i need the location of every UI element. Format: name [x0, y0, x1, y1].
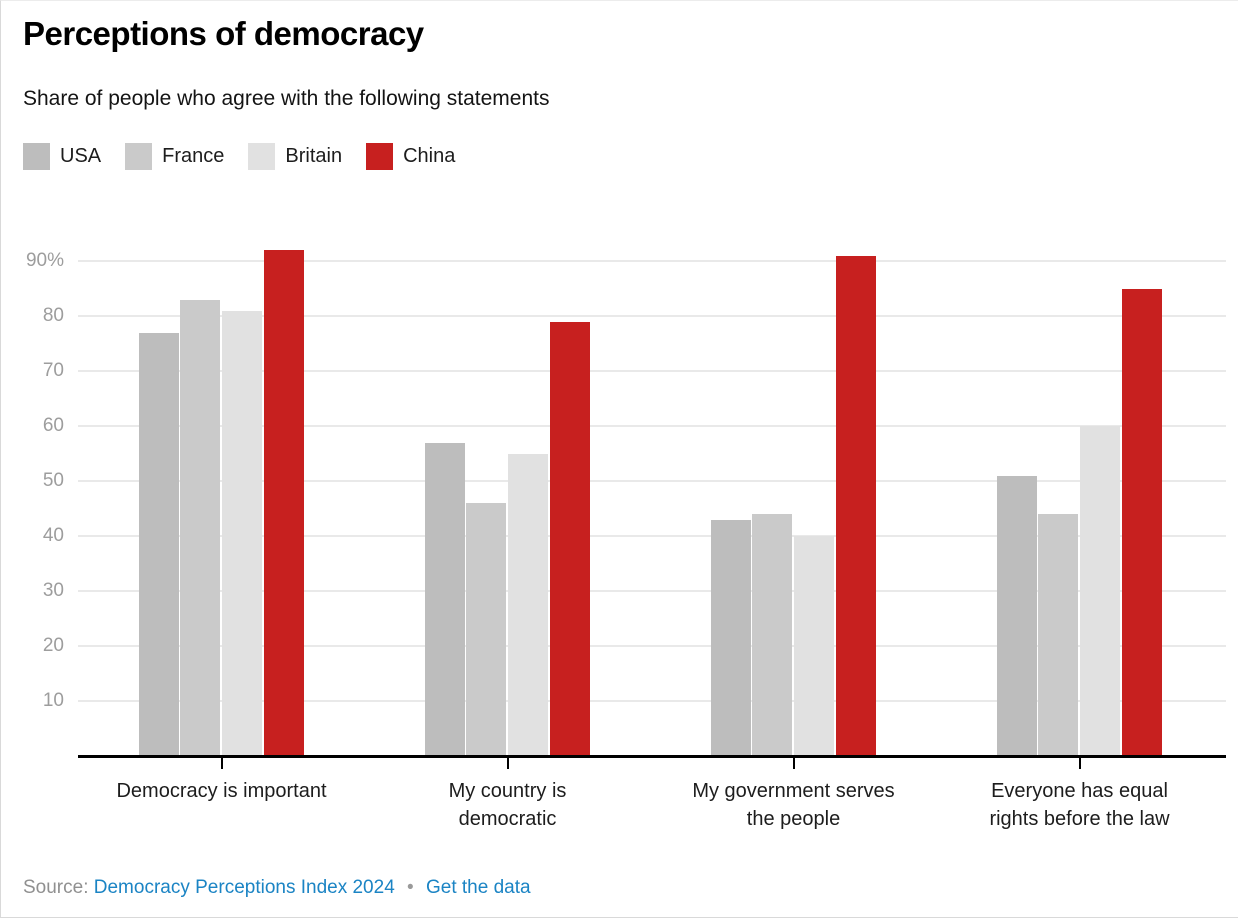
bar-usa-group2: [425, 442, 465, 756]
x-axis-line: [78, 755, 1226, 758]
legend: USA France Britain China: [23, 143, 479, 170]
get-the-data-link[interactable]: Get the data: [425, 877, 531, 898]
category-label-group1: Democracy is important: [116, 780, 327, 802]
y-axis-tick-label: 70: [42, 360, 64, 381]
legend-label: China: [403, 145, 456, 167]
legend-label: Britain: [285, 145, 343, 167]
x-axis-tick: [220, 758, 223, 769]
gridline-20: [78, 645, 1226, 647]
legend-item-france: France: [125, 143, 224, 170]
bar-usa-group4: [997, 475, 1037, 756]
x-axis-tick: [1078, 758, 1081, 769]
bar-britain-group2: [507, 453, 548, 756]
y-axis-tick-label: 80: [42, 305, 64, 326]
bar-china-group4: [1122, 288, 1163, 756]
y-axis-tick-label: 30: [42, 580, 64, 601]
x-axis-tick: [506, 758, 509, 769]
bar-france-group3: [752, 514, 793, 756]
gridline-30: [78, 590, 1226, 592]
category-label-group2: My country is democratic: [448, 780, 567, 830]
legend-label: USA: [60, 145, 102, 167]
bar-britain-group1: [221, 310, 262, 756]
gridline-70: [78, 370, 1226, 372]
source-line: Source: Democracy Perceptions Index 2024…: [23, 877, 531, 899]
y-axis-tick-label: 50: [42, 470, 64, 491]
y-axis-tick-label: 60: [42, 415, 64, 436]
gridline-60: [78, 425, 1226, 427]
separator-dot: •: [407, 877, 414, 898]
gridline-80: [78, 315, 1226, 317]
chart-subtitle: Share of people who agree with the follo…: [23, 87, 550, 110]
bar-usa-group3: [711, 519, 751, 756]
category-label-group3: My government serves the people: [692, 780, 895, 830]
gridline-10: [78, 700, 1226, 702]
y-axis-tick-label: 20: [42, 635, 64, 656]
bar-britain-group4: [1079, 426, 1120, 756]
bar-china-group1: [264, 250, 305, 756]
source-link[interactable]: Democracy Perceptions Index 2024: [93, 877, 395, 898]
legend-swatch-france: [125, 143, 153, 170]
legend-swatch-britain: [248, 143, 276, 170]
gridline-40: [78, 535, 1226, 537]
category-label-group4: Everyone has equal rights before the law: [989, 780, 1170, 830]
source-label: Source:: [23, 877, 89, 898]
bar-france-group1: [180, 299, 221, 756]
y-axis-tick-label: 10: [42, 690, 64, 711]
bar-britain-group3: [793, 536, 834, 756]
bar-usa-group1: [139, 332, 179, 756]
bar-china-group2: [550, 321, 591, 756]
x-axis-tick: [792, 758, 795, 769]
legend-item-britain: Britain: [248, 143, 342, 170]
page-title: Perceptions of democracy: [23, 15, 424, 52]
legend-item-china: China: [366, 143, 455, 170]
legend-swatch-china: [366, 143, 394, 170]
bar-france-group4: [1038, 514, 1079, 756]
legend-label: France: [162, 145, 225, 167]
gridline-50: [78, 480, 1226, 482]
gridline-90: [78, 260, 1226, 262]
legend-item-usa: USA: [23, 143, 101, 170]
y-axis-tick-label: 40: [42, 525, 64, 546]
bar-france-group2: [466, 503, 507, 756]
bar-china-group3: [836, 255, 877, 756]
y-axis-tick-label: 90%: [25, 250, 64, 271]
legend-swatch-usa: [23, 143, 50, 170]
